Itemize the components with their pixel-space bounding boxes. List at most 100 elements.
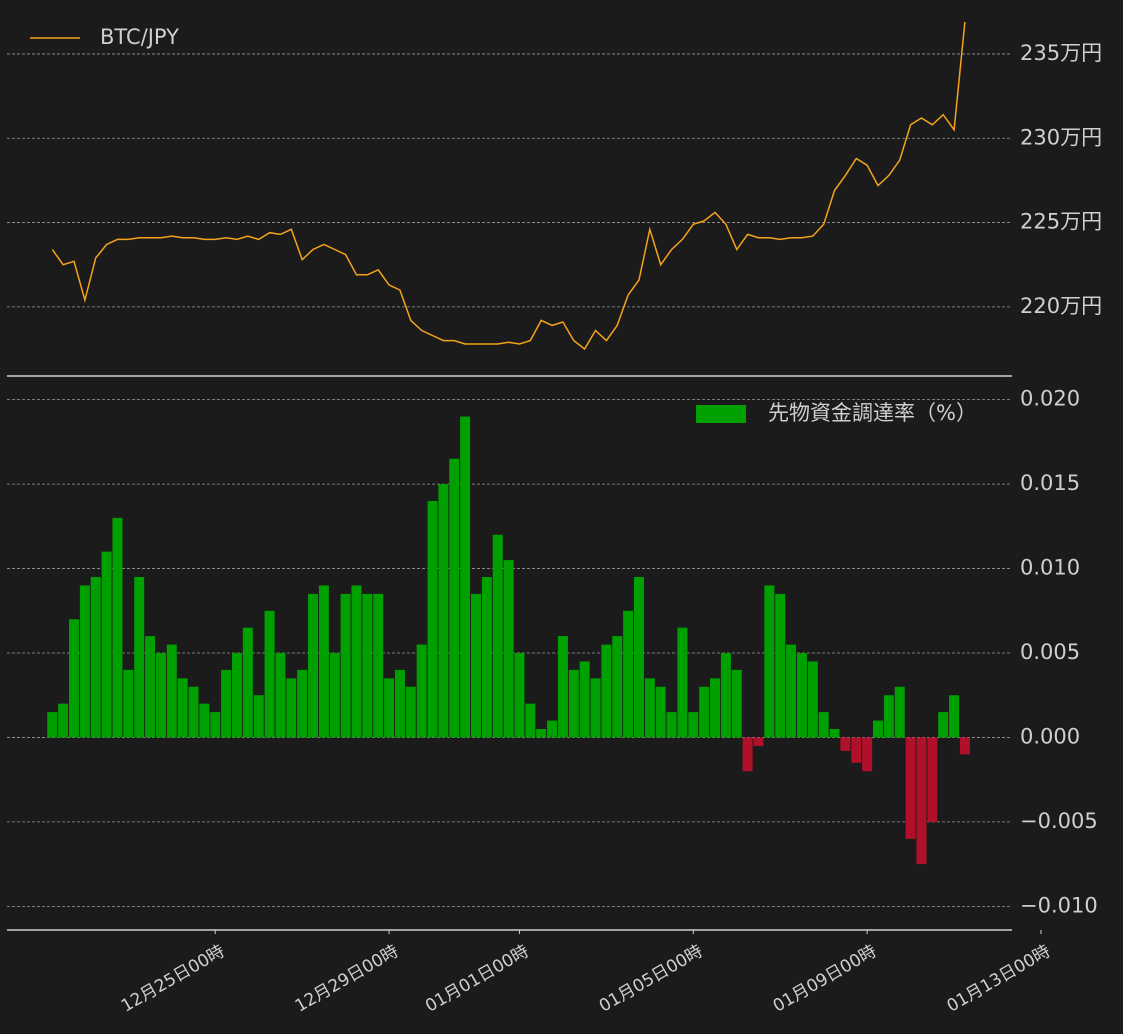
y-tick-label: 0.000 [1020,724,1080,748]
legend-label: BTC/JPY [100,25,179,49]
bar [112,517,123,738]
bar [155,653,166,738]
bar [536,729,547,738]
bar [938,712,949,738]
y-tick-label: 0.020 [1020,387,1080,411]
bar [633,576,644,738]
bar [688,712,699,738]
bar [547,720,558,738]
bar [394,669,405,738]
bar [742,737,753,772]
bar [525,703,536,738]
bar [177,678,188,738]
y-tick-label: 0.005 [1020,640,1080,664]
bar [829,729,840,738]
bar [503,560,514,738]
bar [710,678,721,738]
bar [145,636,156,738]
y-tick-label: 225万円 [1020,210,1102,234]
bar [351,585,362,738]
bar [471,593,481,738]
bar [514,653,525,738]
bar [373,593,384,738]
bar [188,686,199,738]
bar [492,534,503,738]
bar [308,593,319,738]
bar [949,695,960,738]
legend-label: 先物資金調達率（%） [768,401,977,425]
bar [873,720,883,738]
bar [699,686,710,738]
bar [612,636,623,738]
bar [927,737,938,822]
bar [47,712,58,738]
bar [775,593,786,738]
bar [862,737,873,772]
bar [329,653,340,738]
bar [427,500,438,738]
bar [644,678,655,738]
bar [449,458,460,738]
bar [677,627,688,738]
bar [264,610,275,738]
legend-swatch [696,405,747,423]
y-tick-label: −0.010 [1020,893,1098,917]
bar [416,644,427,738]
bar [818,712,829,738]
bar [807,661,818,738]
bar [796,653,807,738]
bar [731,669,742,738]
bar [720,653,731,738]
bar [753,737,764,746]
bar [231,653,242,738]
y-tick-label: 235万円 [1020,41,1102,65]
bar [340,593,351,738]
bar [286,678,297,738]
y-tick-label: 230万円 [1020,125,1102,149]
bar [883,695,894,738]
bar [253,695,264,738]
bar [405,686,416,738]
bar [134,576,145,738]
bar [438,484,449,738]
bar [623,610,634,738]
price-line [51,21,966,351]
bar [221,669,232,738]
bar [590,678,601,738]
bar [242,627,253,738]
bar [601,644,612,738]
bar [101,551,112,738]
bar [579,661,590,738]
bar [58,703,69,738]
bar [79,585,90,738]
bar [90,576,101,738]
bar [199,703,210,738]
bar [123,669,134,738]
y-tick-label: −0.005 [1020,809,1098,833]
bar [460,416,471,738]
bar [297,669,308,738]
bar [275,653,286,738]
y-tick-label: 0.010 [1020,556,1080,580]
bar [69,619,79,738]
bar [481,576,492,738]
bar [362,593,373,738]
bar [557,636,568,738]
bar [894,686,905,738]
y-tick-label: 0.015 [1020,471,1080,495]
bar [568,669,579,738]
bar [764,585,775,738]
bar [318,585,329,738]
bar [851,737,862,763]
bar [905,737,916,839]
bar [384,678,395,738]
bar [166,644,177,738]
bar [959,737,970,755]
bar [840,737,851,751]
bar [655,686,666,738]
bar [666,712,677,738]
bar [786,644,797,738]
